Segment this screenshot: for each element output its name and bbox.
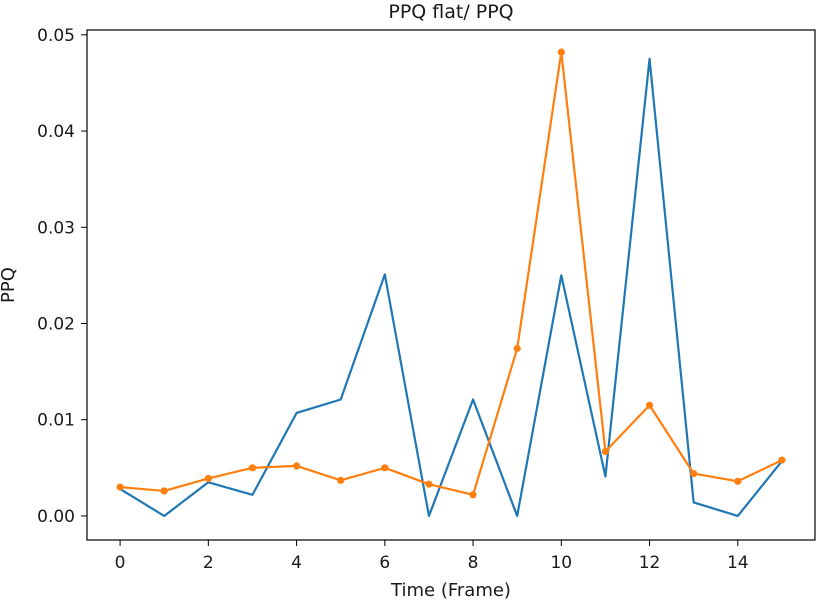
y-tick-label: 0.04 (37, 122, 75, 142)
data-point (734, 477, 742, 485)
data-point (116, 483, 124, 491)
data-point (381, 464, 389, 472)
y-axis-label: PPQ (0, 267, 19, 303)
data-point (645, 401, 654, 409)
data-point (292, 462, 301, 470)
x-tick-label: 8 (468, 553, 479, 573)
series-line (118, 57, 784, 518)
x-tick-label: 12 (639, 553, 661, 573)
data-point (160, 487, 168, 495)
x-axis: 0 2 4 6 8 10 12 14 (115, 540, 749, 573)
data-point (204, 474, 212, 483)
y-tick-label: 0.03 (37, 218, 75, 238)
data-point (601, 447, 610, 456)
data-point (469, 491, 477, 499)
x-tick-label: 2 (203, 553, 214, 573)
data-point (337, 476, 345, 484)
data-point (248, 464, 257, 472)
x-tick-label: 14 (727, 553, 749, 573)
series-1 (118, 57, 784, 518)
x-axis-label: Time (Frame) (390, 580, 511, 600)
data-point (778, 456, 786, 464)
y-tick-label: 0.01 (37, 411, 75, 431)
x-tick-label: 0 (115, 553, 126, 573)
x-tick-label: 10 (550, 553, 572, 573)
axes-frame (86, 29, 816, 541)
y-axis: 0.00 0.01 0.02 0.03 0.04 0.05 (37, 26, 87, 527)
y-tick-label: 0.05 (37, 26, 75, 46)
y-tick-label: 0.00 (37, 507, 75, 527)
data-point (690, 470, 698, 478)
data-point (425, 480, 433, 488)
series-2 (116, 48, 786, 499)
data-point (513, 344, 521, 353)
data-point (557, 48, 565, 56)
chart-title: PPQ flat/ PPQ (388, 1, 513, 23)
x-tick-label: 6 (379, 553, 390, 573)
series-line (118, 51, 784, 496)
x-tick-label: 4 (291, 553, 302, 573)
plot-area (116, 48, 786, 518)
y-tick-label: 0.02 (37, 314, 75, 334)
